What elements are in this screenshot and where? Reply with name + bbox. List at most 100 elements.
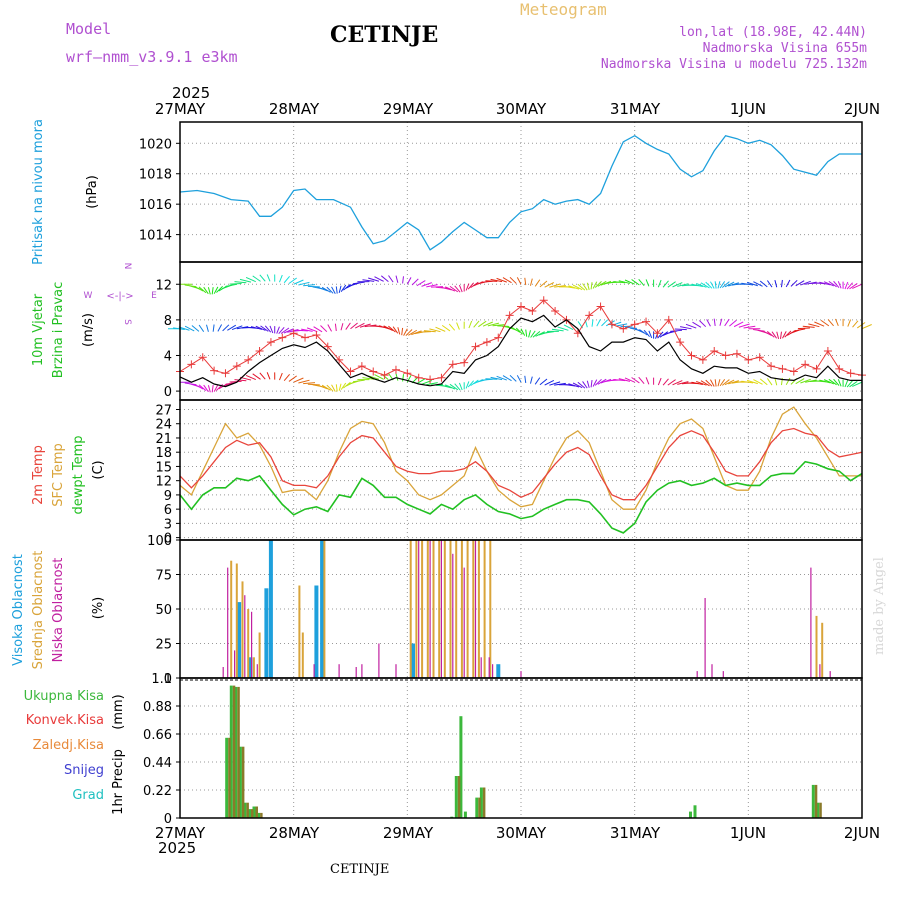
wind-direction-arrow [746, 281, 758, 287]
wind-direction-arrow [331, 286, 336, 294]
wind-direction-arrow [421, 282, 432, 287]
rain-total-bar [693, 805, 697, 818]
gust-marker [278, 333, 287, 342]
wind-direction-arrow [502, 277, 512, 284]
station-elevation: Nadmorska Visina 655m [702, 41, 867, 56]
precip-unit: (mm) [111, 694, 126, 729]
wind-direction-arrow [597, 378, 607, 385]
wind-direction-arrow [331, 384, 336, 392]
wind-direction-arrow [283, 275, 290, 284]
cloud-label-2: Srednja Oblacnost [31, 551, 46, 670]
gust-marker [698, 355, 707, 364]
cloud-bar [815, 615, 818, 678]
wind-direction-arrow [485, 378, 498, 380]
wind-direction-arrow [800, 280, 811, 286]
wind-direction-arrow [485, 280, 498, 282]
rain-convective-bar [457, 776, 461, 818]
rain-total-bar [225, 737, 229, 818]
pressure-line [179, 134, 862, 251]
wind-direction-arrow [362, 279, 375, 282]
cloud-bar [234, 650, 236, 678]
gust-marker [596, 302, 605, 311]
y-tick-label: 25 [155, 638, 172, 653]
temp-label-2: SFC Temp [51, 443, 66, 507]
wind-direction-arrow [260, 325, 269, 332]
wind-direction-arrow [515, 327, 523, 335]
wind-direction-arrow [592, 379, 598, 387]
wind-direction-arrow [657, 377, 662, 386]
wind-direction-arrow [780, 331, 782, 339]
wind-direction-arrow [395, 373, 399, 381]
wind-direction-arrow [184, 325, 195, 332]
gust-marker [210, 366, 219, 375]
wind-direction-arrow [411, 278, 419, 286]
wind-direction-arrow [827, 319, 834, 327]
wind-direction-arrow [713, 318, 716, 326]
wind-direction-arrow [582, 283, 588, 291]
wind-direction-arrow [496, 277, 507, 283]
cloud-bar [251, 611, 253, 678]
wind-direction-arrow [613, 281, 626, 284]
wind-direction-arrow [776, 331, 780, 340]
wind-speed-line [179, 314, 862, 388]
wind-direction-arrow [554, 382, 566, 386]
wind-direction-arrow [766, 330, 775, 338]
wind-direction-arrow [823, 281, 834, 287]
cloud-label-1: Visoka Oblacnost [11, 554, 26, 666]
gust-marker [301, 333, 310, 342]
wind-direction-arrow [615, 323, 628, 327]
time-label-top: 27MAY [155, 100, 206, 118]
year-top: 2025 [172, 84, 211, 102]
wind-direction-arrow [278, 372, 283, 381]
wind-direction-arrow [672, 282, 683, 288]
y-tick-label: 0 [164, 672, 172, 687]
wind-direction-arrow [645, 377, 650, 385]
wind-direction-arrow [264, 325, 272, 333]
wind-direction-arrow [710, 379, 715, 387]
wind-direction-arrow [454, 285, 461, 293]
model-elevation: Nadmorska Visina u modelu 725.132m [600, 57, 867, 72]
wind-direction-arrow [191, 325, 200, 332]
y-tick-label: 1018 [139, 168, 172, 183]
wind-direction-arrow [245, 374, 256, 381]
wind-direction-arrow [551, 328, 564, 332]
wind-direction-arrow [601, 319, 609, 327]
y-tick-label: 21 [155, 432, 172, 447]
wind-direction-arrow [820, 319, 830, 327]
precip-label: 1hr Precip [111, 749, 126, 815]
cloud-bar [438, 540, 441, 678]
y-tick-label: 1.1 [151, 672, 172, 687]
rain-convective-bar [237, 686, 240, 818]
cloud-bar [810, 567, 812, 678]
pressure-unit: (hPa) [85, 175, 100, 209]
wind-direction-arrow [717, 281, 721, 289]
wind-direction-arrow [222, 324, 230, 332]
cloud-bar [418, 540, 420, 678]
y-tick-label: 8 [164, 314, 172, 329]
rain-total-bar [475, 797, 479, 818]
wind-direction-arrow [549, 381, 561, 386]
wind-compass-icon: N S W E <-|-> [84, 263, 158, 326]
wind-direction-arrow [670, 329, 683, 332]
compass-arrows: <-|-> [106, 291, 133, 302]
wind-direction-arrow [492, 324, 505, 327]
wind-direction-arrow [774, 279, 778, 288]
wind-direction-arrow [193, 285, 204, 292]
wind-direction-arrow [743, 325, 756, 329]
legend-convective-rain: Konvek.Kisa [26, 713, 104, 728]
wind-direction-arrow [594, 281, 602, 288]
gust-marker [471, 342, 480, 351]
wind-direction-arrow [542, 331, 555, 334]
y-tick-label: 50 [155, 603, 172, 618]
gust-marker [289, 329, 298, 338]
rain-convective-bar [482, 787, 486, 818]
wind-direction-arrow [326, 384, 334, 392]
wind-direction-arrow [278, 326, 285, 335]
wind-direction-arrow [766, 378, 773, 386]
wind-direction-arrow [577, 381, 586, 389]
wind-direction-arrow [833, 280, 840, 289]
gust-marker [551, 306, 560, 315]
footer-station: CETINJE [330, 862, 390, 877]
temp-2m-line [179, 427, 863, 501]
wind-direction-arrow [340, 323, 344, 331]
